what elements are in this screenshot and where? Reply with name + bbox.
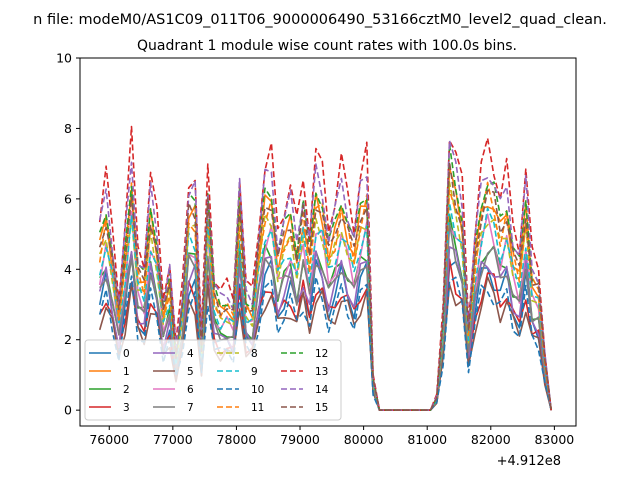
legend-label-4: 4 [187,348,194,360]
x-offset-label: +4.912e8 [497,454,561,469]
legend-frame [84,339,342,421]
legend-label-13: 13 [315,366,328,378]
x-tick-label: 79000 [280,432,320,447]
series-line-9 [98,202,552,411]
legend-label-6: 6 [187,384,194,396]
x-axis: 76000 77000 78000 79000 80000 81000 82000 83000 [89,426,574,447]
y-tick-label: 8 [64,121,72,136]
series-line-14 [98,139,552,411]
series-line-12 [98,143,552,411]
chart-title: Quadrant 1 module wise count rates with … [137,38,517,54]
legend-label-3: 3 [123,402,130,414]
y-tick-label: 4 [64,262,72,277]
x-tick-label: 81000 [407,432,447,447]
axes-frame [79,57,577,427]
legend-label-9: 9 [251,366,258,378]
legend-label-7: 7 [187,402,194,414]
legend-label-15: 15 [315,402,328,414]
legend-label-0: 0 [123,348,130,360]
x-tick-label: 80000 [344,432,384,447]
x-tick-label: 82000 [471,432,511,447]
y-tick-label: 0 [64,403,72,418]
y-tick-label: 10 [56,51,72,66]
y-axis: 0 2 4 6 8 10 [56,51,80,418]
x-tick-label: 77000 [153,432,193,447]
legend-label-5: 5 [187,366,194,378]
y-tick-label: 2 [64,332,72,347]
legend-label-2: 2 [123,384,130,396]
legend-label-1: 1 [123,366,130,378]
legend-label-14: 14 [315,384,329,396]
legend-label-11: 11 [251,402,264,414]
legend-label-8: 8 [251,348,258,360]
y-tick-label: 6 [64,191,72,206]
legend-label-12: 12 [315,348,328,360]
x-tick-label: 76000 [89,432,129,447]
x-tick-label: 78000 [217,432,257,447]
legend-label-10: 10 [251,384,264,396]
x-tick-label: 83000 [534,432,574,447]
figure-suptitle: n file: modeM0/AS1C09_011T06_9000006490_… [33,12,607,28]
